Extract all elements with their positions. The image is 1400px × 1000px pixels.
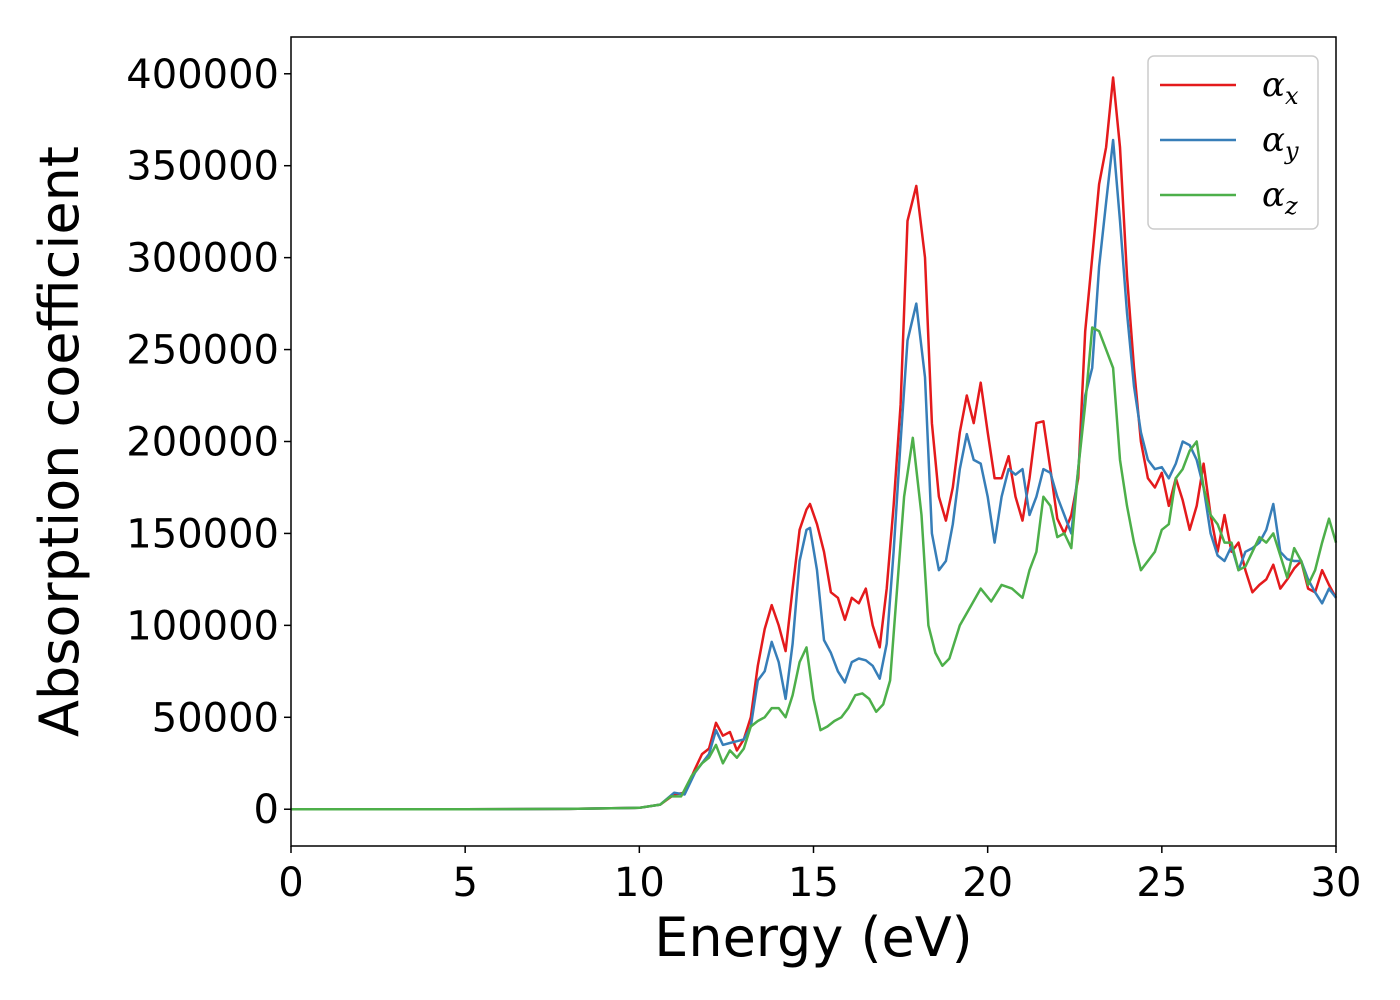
y-axis-label: Absorption coefficient — [28, 146, 91, 737]
legend-label-x: αx — [1262, 65, 1299, 110]
series-line-y — [291, 138, 1337, 811]
legend-box — [1147, 55, 1319, 230]
legend: αx αy αz — [1147, 55, 1319, 230]
x-tick-label: 30 — [1311, 860, 1362, 906]
y-tick-label: 300000 — [126, 236, 279, 282]
x-tick-label: 20 — [962, 860, 1013, 906]
series-layer — [291, 76, 1338, 811]
x-tick-label: 10 — [614, 860, 665, 906]
x-axis-label: Energy (eV) — [654, 906, 973, 969]
y-tick-label: 350000 — [126, 144, 279, 190]
x-tick-label: 5 — [452, 860, 477, 906]
x-tick-label: 25 — [1136, 860, 1187, 906]
y-tick-label: 400000 — [126, 52, 279, 98]
x-tick-label: 15 — [788, 860, 839, 906]
x-axis-ticks: 0 5 10 15 20 25 30 — [278, 846, 1361, 906]
x-tick-label: 0 — [278, 860, 303, 906]
y-tick-label: 200000 — [126, 420, 279, 466]
y-tick-label: 50000 — [152, 695, 279, 741]
y-tick-label: 150000 — [126, 511, 279, 557]
y-tick-label: 100000 — [126, 603, 279, 649]
plot-frame — [290, 36, 1337, 847]
series-line-z — [291, 326, 1338, 811]
legend-label-y: αy — [1262, 120, 1299, 165]
legend-label-z: αz — [1262, 175, 1298, 220]
y-tick-label: 0 — [254, 787, 279, 833]
y-axis-ticks: 0 50000 100000 150000 200000 250000 300000 3500… — [126, 52, 291, 833]
y-tick-label: 250000 — [126, 328, 279, 374]
